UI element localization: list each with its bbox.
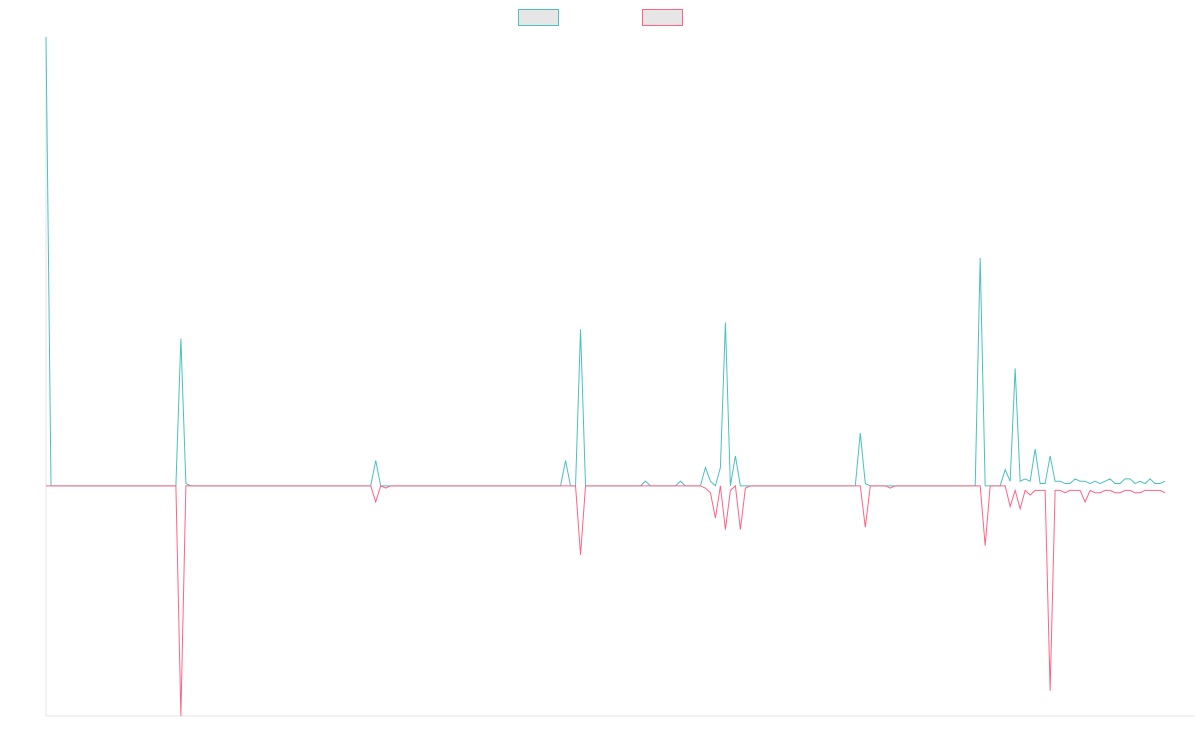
axes bbox=[45, 37, 1195, 717]
series-layer bbox=[45, 36, 1166, 717]
series-line-1 bbox=[45, 36, 1166, 487]
legend-swatch-2[interactable] bbox=[642, 9, 683, 26]
legend bbox=[518, 9, 683, 26]
series-line-2 bbox=[46, 484, 1166, 717]
legend-swatch-1[interactable] bbox=[518, 9, 559, 26]
